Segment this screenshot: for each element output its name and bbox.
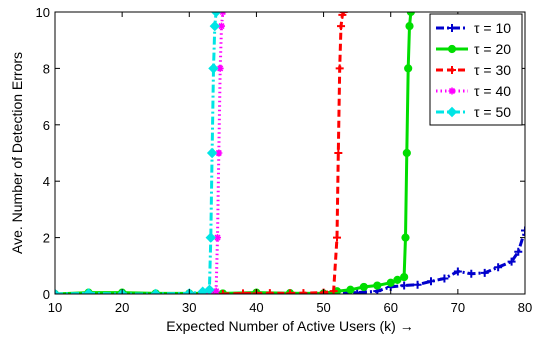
- data-point: [216, 64, 224, 72]
- legend-label: τ = 50: [474, 104, 511, 120]
- legend-marker: [447, 44, 457, 54]
- data-point: [215, 149, 223, 157]
- y-tick-label: 8: [43, 61, 50, 76]
- legend-marker: [446, 106, 458, 118]
- x-axis-ticks: 10 20 30 40 50 60 70 80: [48, 12, 532, 315]
- x-tick-label: 20: [115, 300, 129, 315]
- data-point: [286, 289, 294, 294]
- y-axis-ticks: 0 2 4 6 8 10: [36, 5, 525, 302]
- legend-box: [429, 13, 523, 126]
- data-point: [239, 289, 247, 294]
- data-point: [209, 20, 221, 32]
- x-tick-label: 80: [518, 300, 532, 315]
- data-point: [212, 287, 220, 294]
- data-point: [333, 233, 341, 242]
- data-point: [521, 226, 525, 235]
- legend: τ = 10 τ = 20 τ = 30 τ = 40 τ = 50: [429, 13, 523, 126]
- data-point: [359, 282, 368, 292]
- legend-item: τ = 40: [436, 83, 511, 99]
- data-point: [514, 247, 523, 256]
- data-point: [204, 284, 215, 294]
- x-tick-label: 70: [451, 300, 465, 315]
- data-point: [265, 289, 274, 294]
- legend-label: τ = 30: [474, 62, 511, 78]
- data-point: [335, 64, 344, 73]
- legend-item: τ = 30: [436, 62, 511, 78]
- legend-item: τ = 50: [436, 104, 511, 120]
- data-point: [440, 274, 449, 283]
- legend-marker: [448, 87, 456, 95]
- legend-marker: [448, 24, 456, 32]
- y-tick-label: 6: [43, 118, 50, 133]
- x-tick-label: 40: [249, 300, 263, 315]
- data-point: [400, 281, 409, 290]
- data-point: [205, 232, 216, 243]
- data-point: [386, 278, 395, 287]
- data-point: [405, 22, 414, 31]
- data-point: [494, 263, 503, 272]
- legend-marker: [448, 66, 456, 74]
- data-point: [150, 288, 161, 294]
- data-point: [83, 288, 94, 294]
- legend-label: τ = 20: [474, 41, 511, 57]
- data-point: [334, 149, 343, 157]
- data-point: [467, 269, 476, 278]
- data-point: [427, 277, 435, 286]
- data-point: [373, 281, 382, 290]
- y-tick-label: 2: [43, 231, 50, 246]
- x-tick-label: 50: [316, 300, 330, 315]
- data-point: [404, 64, 413, 73]
- data-point: [208, 63, 219, 74]
- data-point: [402, 148, 411, 158]
- data-point: [346, 285, 355, 294]
- series-layer: [55, 12, 525, 294]
- data-point: [353, 288, 362, 294]
- x-tick-label: 30: [182, 300, 196, 315]
- x-tick-label: 60: [383, 300, 397, 315]
- legend-item: τ = 10: [436, 20, 511, 36]
- data-point: [55, 288, 61, 294]
- data-point: [400, 272, 409, 282]
- legend-label: τ = 40: [474, 83, 511, 99]
- legend-label: τ = 10: [474, 20, 511, 36]
- y-axis-label: Ave. Number of Detection Errors: [9, 52, 25, 254]
- plot-frame: [54, 11, 526, 295]
- data-point: [507, 257, 516, 266]
- data-point: [210, 12, 222, 18]
- data-point: [480, 268, 489, 277]
- data-point: [406, 12, 415, 17]
- data-point: [413, 280, 422, 289]
- y-tick-label: 10: [36, 5, 50, 20]
- data-point: [401, 233, 410, 242]
- data-point: [218, 290, 227, 294]
- data-point: [206, 147, 218, 159]
- x-axis-label: Expected Number of Active Users (k) →: [166, 318, 413, 334]
- x-tick-label: 10: [48, 300, 62, 315]
- legend-item: τ = 20: [436, 41, 511, 57]
- y-tick-label: 4: [43, 174, 50, 189]
- y-tick-label: 0: [43, 287, 50, 302]
- data-point: [213, 234, 221, 242]
- series-5: [55, 12, 222, 294]
- series-line: [189, 12, 346, 294]
- data-point: [337, 22, 346, 31]
- data-point: [339, 12, 348, 16]
- data-point: [393, 275, 402, 284]
- data-point: [299, 289, 308, 294]
- data-point: [453, 267, 462, 276]
- data-point: [218, 22, 226, 30]
